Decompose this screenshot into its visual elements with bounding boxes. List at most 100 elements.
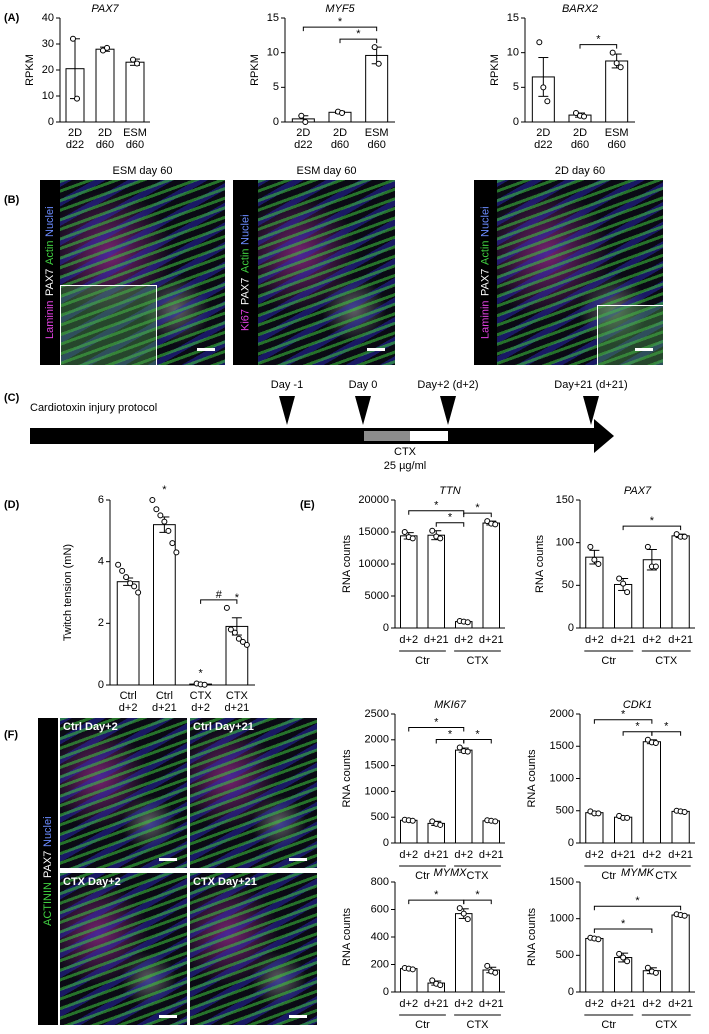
x-tick-label: d+2: [585, 998, 604, 1010]
event-label: Day+21 (d+21): [554, 379, 627, 391]
micrograph: CTX Day+2: [60, 873, 187, 1025]
event-marker: [440, 396, 456, 425]
dose-label: 25 µg/ml: [384, 460, 426, 472]
data-point: [130, 56, 136, 63]
image-title: Ctrl Day+21: [193, 721, 254, 733]
stain-word: PAX7: [479, 269, 492, 297]
y-tick-label: 1500: [550, 740, 574, 752]
x-tick-label: d+2: [399, 849, 418, 861]
chart-title: PAX7: [624, 485, 652, 497]
bar: [400, 968, 418, 993]
bar: [585, 812, 604, 844]
data-point: [161, 518, 168, 525]
group-label: CTX: [467, 655, 490, 667]
x-tick-label: d+21: [611, 998, 636, 1010]
micrograph: Ctrl Day+2: [60, 718, 187, 868]
bar: [585, 937, 604, 993]
significance-label: *: [475, 728, 480, 740]
y-tick-label: 600: [371, 903, 389, 915]
stain-word: Actin: [239, 248, 252, 274]
y-tick-label: 0: [273, 116, 279, 128]
significance-label: *: [356, 28, 361, 40]
x-tick-label: d+2: [399, 634, 418, 646]
y-tick-label: 15: [267, 12, 279, 24]
inset: [60, 285, 157, 365]
x-tick-label: d60: [126, 139, 144, 151]
x-tick-label: d+21: [479, 998, 504, 1010]
data-point: [429, 527, 436, 534]
y-tick-label: 0: [48, 116, 54, 128]
stain-word: Nuclei: [239, 214, 252, 245]
x-tick-label: 2D: [333, 127, 347, 139]
micrograph: Ctrl Day+21: [190, 718, 317, 868]
x-tick-label: d+21: [224, 702, 249, 714]
data-point: [587, 543, 594, 550]
data-point: [401, 529, 408, 535]
stain-word: Actin: [44, 240, 56, 266]
stain-word: Nuclei: [44, 206, 56, 237]
data-point: [123, 574, 130, 581]
chart-title: MYMX: [434, 867, 468, 879]
scale-bar: [197, 348, 215, 351]
data-point: [153, 506, 160, 513]
x-tick-label: d+2: [399, 998, 418, 1010]
bar: [116, 581, 140, 686]
data-point: [409, 817, 416, 824]
y-tick-label: 2000: [550, 708, 574, 720]
group-label: CTX: [467, 870, 490, 882]
stain-word: PAX7: [42, 851, 54, 879]
x-tick-label: d60: [367, 139, 385, 151]
y-axis-label: RPKM: [24, 54, 36, 86]
significance-marker: *: [162, 484, 167, 496]
event-label: Day+2 (d+2): [417, 379, 478, 391]
bar: [427, 534, 445, 629]
group-label: Ctr: [415, 1019, 430, 1031]
significance-bracket: [463, 899, 492, 905]
data-point: [371, 44, 378, 51]
group-label: Ctr: [601, 1019, 616, 1031]
y-tick-label: 150: [556, 494, 574, 506]
group-label: Ctr: [415, 655, 430, 667]
data-point: [620, 580, 627, 587]
x-tick-label: d+21: [479, 634, 504, 646]
data-point: [591, 556, 598, 563]
scale-bar: [367, 348, 385, 351]
stain-label: ACTININ PAX7 Nuclei: [38, 718, 58, 1025]
x-tick-label: d+2: [643, 634, 662, 646]
significance-label: *: [596, 34, 601, 46]
image-title: ESM day 60: [296, 165, 357, 177]
y-tick-label: 40: [42, 12, 54, 24]
stain-word: Nuclei: [42, 816, 54, 848]
x-tick-label: d+21: [668, 849, 693, 861]
y-tick-label: 500: [556, 805, 574, 817]
group-label: Ctr: [601, 655, 616, 667]
significance-label: #: [216, 589, 223, 601]
data-point: [127, 580, 134, 587]
y-tick-label: 400: [371, 931, 389, 943]
data-point: [464, 748, 471, 755]
data-point: [652, 740, 659, 747]
chart-title: MKI67: [434, 699, 467, 711]
data-point: [624, 814, 631, 821]
data-point: [429, 977, 436, 984]
y-tick-label: 200: [371, 958, 389, 970]
x-tick-label: 2D: [573, 127, 587, 139]
y-axis-label: RNA counts: [526, 749, 538, 808]
stain-word: Ki67: [239, 308, 252, 331]
y-tick-label: 1500: [365, 760, 389, 772]
data-point: [613, 60, 620, 67]
significance-label: *: [664, 721, 669, 733]
micrograph: [497, 180, 663, 365]
image-title: CTX Day+2: [63, 876, 121, 888]
data-point: [484, 962, 491, 969]
data-point: [540, 84, 547, 91]
panel-label: (F): [4, 729, 18, 741]
significance-bracket: [339, 38, 378, 44]
significance-label: *: [635, 895, 640, 907]
x-tick-label: d60: [331, 139, 349, 151]
y-tick-label: 1000: [365, 785, 389, 797]
significance-bracket: [651, 731, 682, 736]
data-point: [302, 119, 309, 125]
y-tick-label: 20000: [358, 494, 389, 506]
micrograph: [60, 180, 225, 365]
